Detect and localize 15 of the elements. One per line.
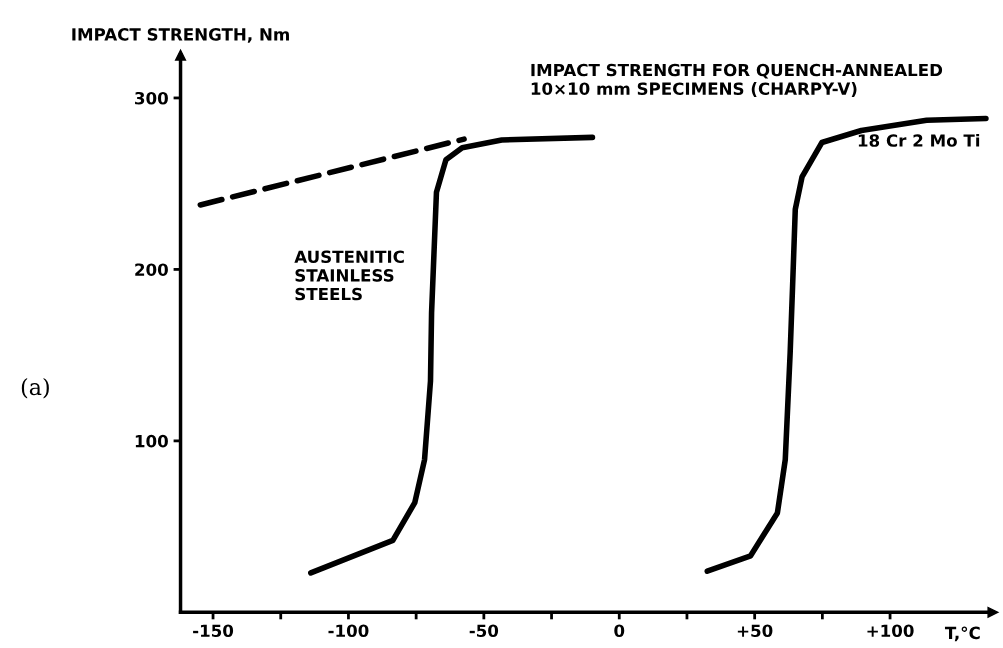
series-label: 18 Cr 2 Mo Ti <box>858 133 980 147</box>
text: IMPACT STRENGTH FOR QUENCH-ANNEALED 10×10 mm SPECIMENS (CHARPY-V) <box>531 63 943 97</box>
y-tick-label: 100 <box>135 434 168 448</box>
y-tick-label: 200 <box>135 263 168 276</box>
x-tick-label: +50 <box>737 624 773 638</box>
x-tick-label: -100 <box>328 624 369 638</box>
y-axis-title: IMPACT STRENGTH, Nm <box>72 28 289 43</box>
annotation: AUSTENITIC STAINLESS STEELS <box>294 250 404 301</box>
x-tick-label: +100 <box>867 624 914 638</box>
x-axis-title: T,°C <box>944 626 980 642</box>
x-tick-label: 0 <box>614 624 625 638</box>
text: (a) <box>21 378 49 399</box>
y-tick-label: 300 <box>135 91 168 105</box>
x-tick-label: -150 <box>193 624 234 638</box>
x-tick-label: -50 <box>469 624 499 638</box>
